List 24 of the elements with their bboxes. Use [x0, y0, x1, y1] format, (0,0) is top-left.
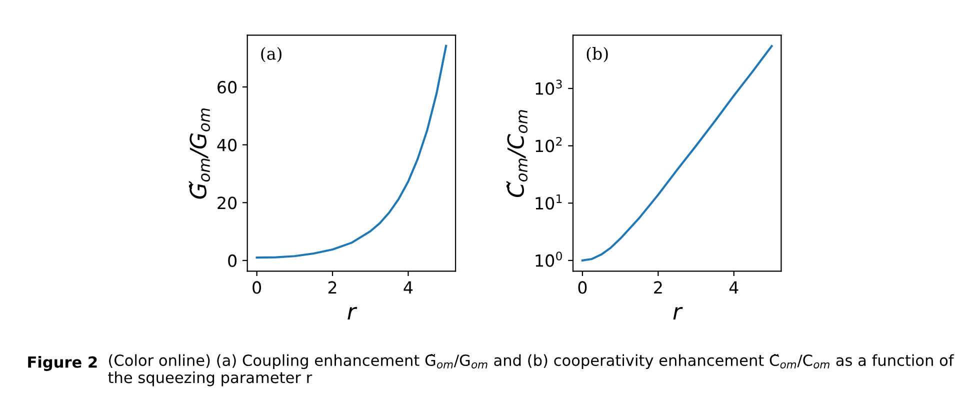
- x-tick-label: 0: [252, 281, 262, 294]
- y-tick-label: 10$^{1}$: [536, 194, 562, 210]
- x-axis-title: r: [673, 307, 683, 320]
- y-axis-title: C̃$_{om}$/C$_{om}$: [506, 110, 528, 198]
- x-tick-label: 4: [404, 281, 413, 294]
- x-axis-title: r: [348, 307, 358, 320]
- annotation: (a): [261, 46, 282, 62]
- x-tick-label: 2: [654, 281, 662, 294]
- text: (Color online) (a) Coupling enhancement G̃$_{om}$/G$_{om}$ and (b) cooperativity enhancement C̃$_{om}$/C$_{om}$ as a function of the squeezing parameter r: [108, 354, 954, 386]
- y-tick-label: 40: [217, 138, 237, 152]
- annotation: (b): [586, 46, 608, 62]
- y-tick-label: 60: [218, 80, 237, 94]
- y-tick-label: 10$^{3}$: [536, 80, 562, 95]
- y-tick-label: 0: [228, 254, 237, 268]
- y-tick-label: 20: [218, 196, 237, 210]
- x-tick-label: 0: [578, 281, 587, 294]
- line-series: [581, 44, 773, 262]
- y-tick-label: 10$^{2}$: [536, 136, 562, 152]
- x-tick-label: 4: [729, 281, 738, 294]
- caption: Figure 2: [28, 356, 97, 371]
- y-tick-label: 10$^{0}$: [536, 252, 562, 267]
- x-tick-label: 2: [328, 281, 336, 294]
- line-series: [256, 44, 448, 259]
- y-axis-title: G̃$_{om}$/G$_{om}$: [188, 108, 210, 199]
